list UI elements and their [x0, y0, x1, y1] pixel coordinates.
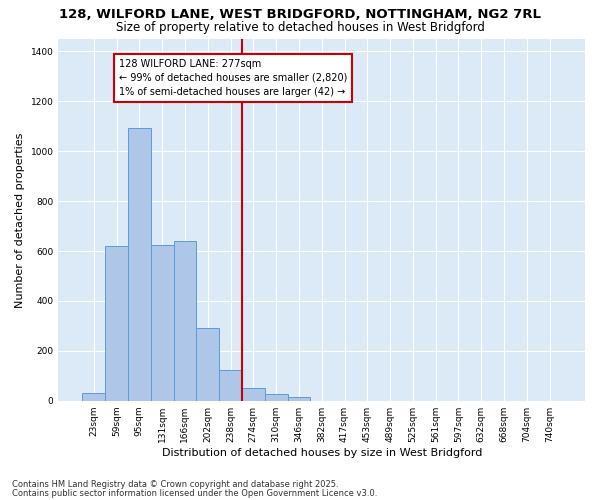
Bar	[287, 397, 310, 400]
Text: Size of property relative to detached houses in West Bridgford: Size of property relative to detached ho…	[116, 21, 484, 34]
Bar	[265, 394, 287, 400]
Text: Contains public sector information licensed under the Open Government Licence v3: Contains public sector information licen…	[12, 488, 377, 498]
Bar	[219, 370, 242, 400]
Text: 128, WILFORD LANE, WEST BRIDGFORD, NOTTINGHAM, NG2 7RL: 128, WILFORD LANE, WEST BRIDGFORD, NOTTI…	[59, 8, 541, 20]
Bar	[242, 388, 265, 400]
Text: Contains HM Land Registry data © Crown copyright and database right 2025.: Contains HM Land Registry data © Crown c…	[12, 480, 338, 489]
Bar	[82, 393, 105, 400]
Y-axis label: Number of detached properties: Number of detached properties	[15, 132, 25, 308]
Bar	[196, 328, 219, 400]
Bar	[128, 128, 151, 400]
X-axis label: Distribution of detached houses by size in West Bridgford: Distribution of detached houses by size …	[161, 448, 482, 458]
Text: 128 WILFORD LANE: 277sqm
← 99% of detached houses are smaller (2,820)
1% of semi: 128 WILFORD LANE: 277sqm ← 99% of detach…	[119, 59, 347, 97]
Bar	[173, 241, 196, 400]
Bar	[105, 246, 128, 400]
Bar	[151, 245, 173, 400]
